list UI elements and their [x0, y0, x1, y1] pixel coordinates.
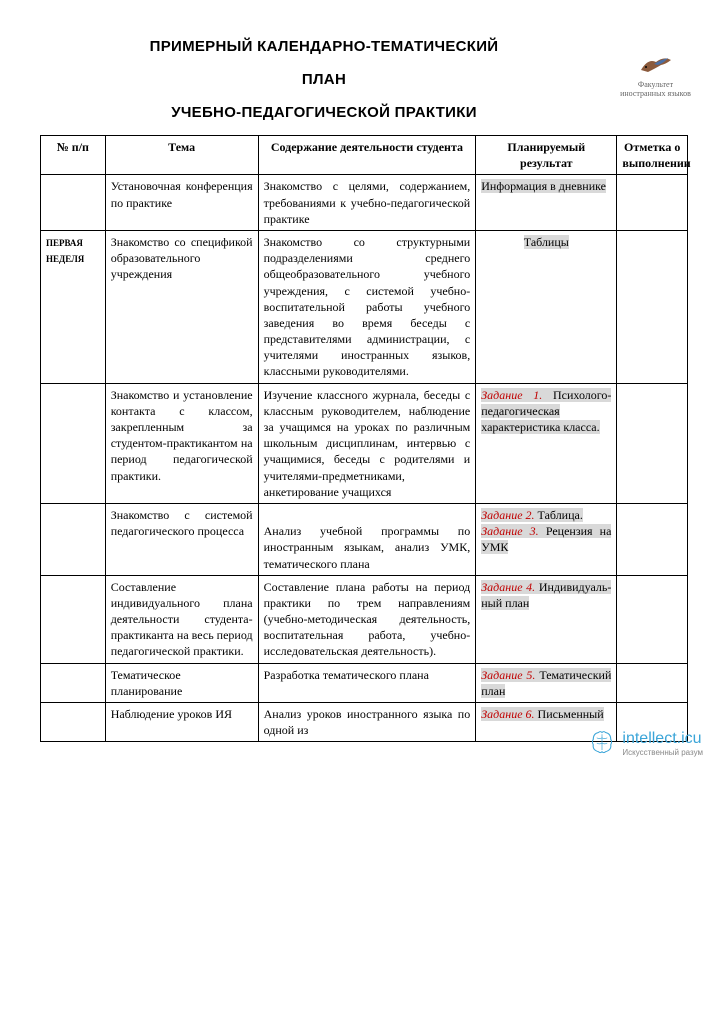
cell-num — [41, 383, 106, 503]
cell-sod: Изучение классного журнала, беседы с кла… — [258, 383, 476, 503]
cell-plan: Информация в дневнике — [476, 175, 617, 231]
cell-otm — [617, 503, 688, 575]
task-label: Задание 5. — [481, 668, 535, 682]
task-text: Письменный — [538, 707, 604, 721]
task-label: Задание 2. — [481, 508, 534, 522]
brain-icon — [588, 729, 616, 757]
cell-num — [41, 575, 106, 663]
task-text: Таблица. — [538, 508, 583, 522]
cell-num — [41, 663, 106, 702]
title-line-1: ПРИМЕРНЫЙ КАЛЕНДАРНО-ТЕМАТИЧЕСКИЙ — [150, 38, 499, 55]
watermark-tagline: Искусственный разум — [622, 748, 703, 757]
bird-icon — [636, 50, 676, 78]
task-label: Задание 4. — [481, 580, 535, 594]
title-line-3: УЧЕБНО-ПЕДАГОГИЧЕСКОЙ ПРАКТИКИ — [171, 104, 477, 121]
cell-otm — [617, 383, 688, 503]
highlight-text: Таблицы — [524, 235, 569, 249]
cell-otm — [617, 575, 688, 663]
table-header-row: № п/п Тема Содержание деятельности студе… — [41, 136, 688, 175]
cell-tema: Составление индивидуального плана деятел… — [105, 575, 258, 663]
cell-tema: Знакомство со спецификой образовательног… — [105, 230, 258, 383]
cell-sod: Анализ учебной программы по иностранным … — [258, 503, 476, 575]
cell-sod: Знакомство со структурными подразделения… — [258, 230, 476, 383]
title-line-2: ПЛАН — [302, 71, 346, 88]
task-label: Задание 1. — [481, 388, 542, 402]
col-header-num: № п/п — [41, 136, 106, 175]
cell-tema: Знакомство с системой педагогического пр… — [105, 503, 258, 575]
cell-sod: Знакомство с целями, содержанием, требов… — [258, 175, 476, 231]
logo-caption: Факультет иностранных языков — [620, 80, 691, 98]
plan-table: № п/п Тема Содержание деятельности студе… — [40, 135, 688, 742]
cell-sod: Разработка тематического плана — [258, 663, 476, 702]
cell-sod: Составление плана работы на период практ… — [258, 575, 476, 663]
cell-tema: Наблюдение уроков ИЯ — [105, 703, 258, 742]
table-row: ПЕРВАЯ НЕДЕЛЯ Знакомство со спецификой о… — [41, 230, 688, 383]
cell-num — [41, 175, 106, 231]
task-label: Задание 6. — [481, 707, 534, 721]
task-label: Задание 3. — [481, 524, 538, 538]
cell-plan: Задание 5. Тематический план — [476, 663, 617, 702]
cell-tema: Знакомство и установление контакта с кла… — [105, 383, 258, 503]
table-row: Знакомство и установление контакта с кла… — [41, 383, 688, 503]
table-row: Знакомство с системой педагогического пр… — [41, 503, 688, 575]
table-row: Установочная конференция по практике Зна… — [41, 175, 688, 231]
cell-plan: Таблицы — [476, 230, 617, 383]
col-header-plan: Планируемый результат — [476, 136, 617, 175]
cell-num: ПЕРВАЯ НЕДЕЛЯ — [41, 230, 106, 383]
col-header-tema: Тема — [105, 136, 258, 175]
watermark-brand: intellect.icu — [622, 730, 701, 747]
highlight-text: Информация в дневнике — [481, 179, 606, 193]
col-header-otm: Отметка о выполнении — [617, 136, 688, 175]
cell-otm — [617, 230, 688, 383]
cell-otm — [617, 175, 688, 231]
header-logo: Факультет иностранных языков — [618, 50, 693, 98]
page-title: ПРИМЕРНЫЙ КАЛЕНДАРНО-ТЕМАТИЧЕСКИЙ ПЛАН У… — [40, 30, 688, 129]
watermark: intellect.icu Искусственный разум — [588, 729, 703, 757]
table-row: Тематическое планирование Разработка тем… — [41, 663, 688, 702]
cell-otm — [617, 663, 688, 702]
week-label: ПЕРВАЯ НЕДЕЛЯ — [46, 238, 84, 264]
cell-tema: Установочная конференция по практике — [105, 175, 258, 231]
cell-num — [41, 703, 106, 742]
cell-tema: Тематическое планирование — [105, 663, 258, 702]
cell-plan: Задание 1. Психолого-педагогическая хара… — [476, 383, 617, 503]
cell-sod: Анализ уроков иностранного языка по одно… — [258, 703, 476, 742]
cell-plan: Задание 4. Индивидуаль-ный план — [476, 575, 617, 663]
cell-num — [41, 503, 106, 575]
col-header-sod: Содержание деятельности студента — [258, 136, 476, 175]
cell-plan: Задание 2. Таблица.Задание 3. Рецензия н… — [476, 503, 617, 575]
watermark-text: intellect.icu Искусственный разум — [622, 730, 703, 757]
table-row: Составление индивидуального плана деятел… — [41, 575, 688, 663]
